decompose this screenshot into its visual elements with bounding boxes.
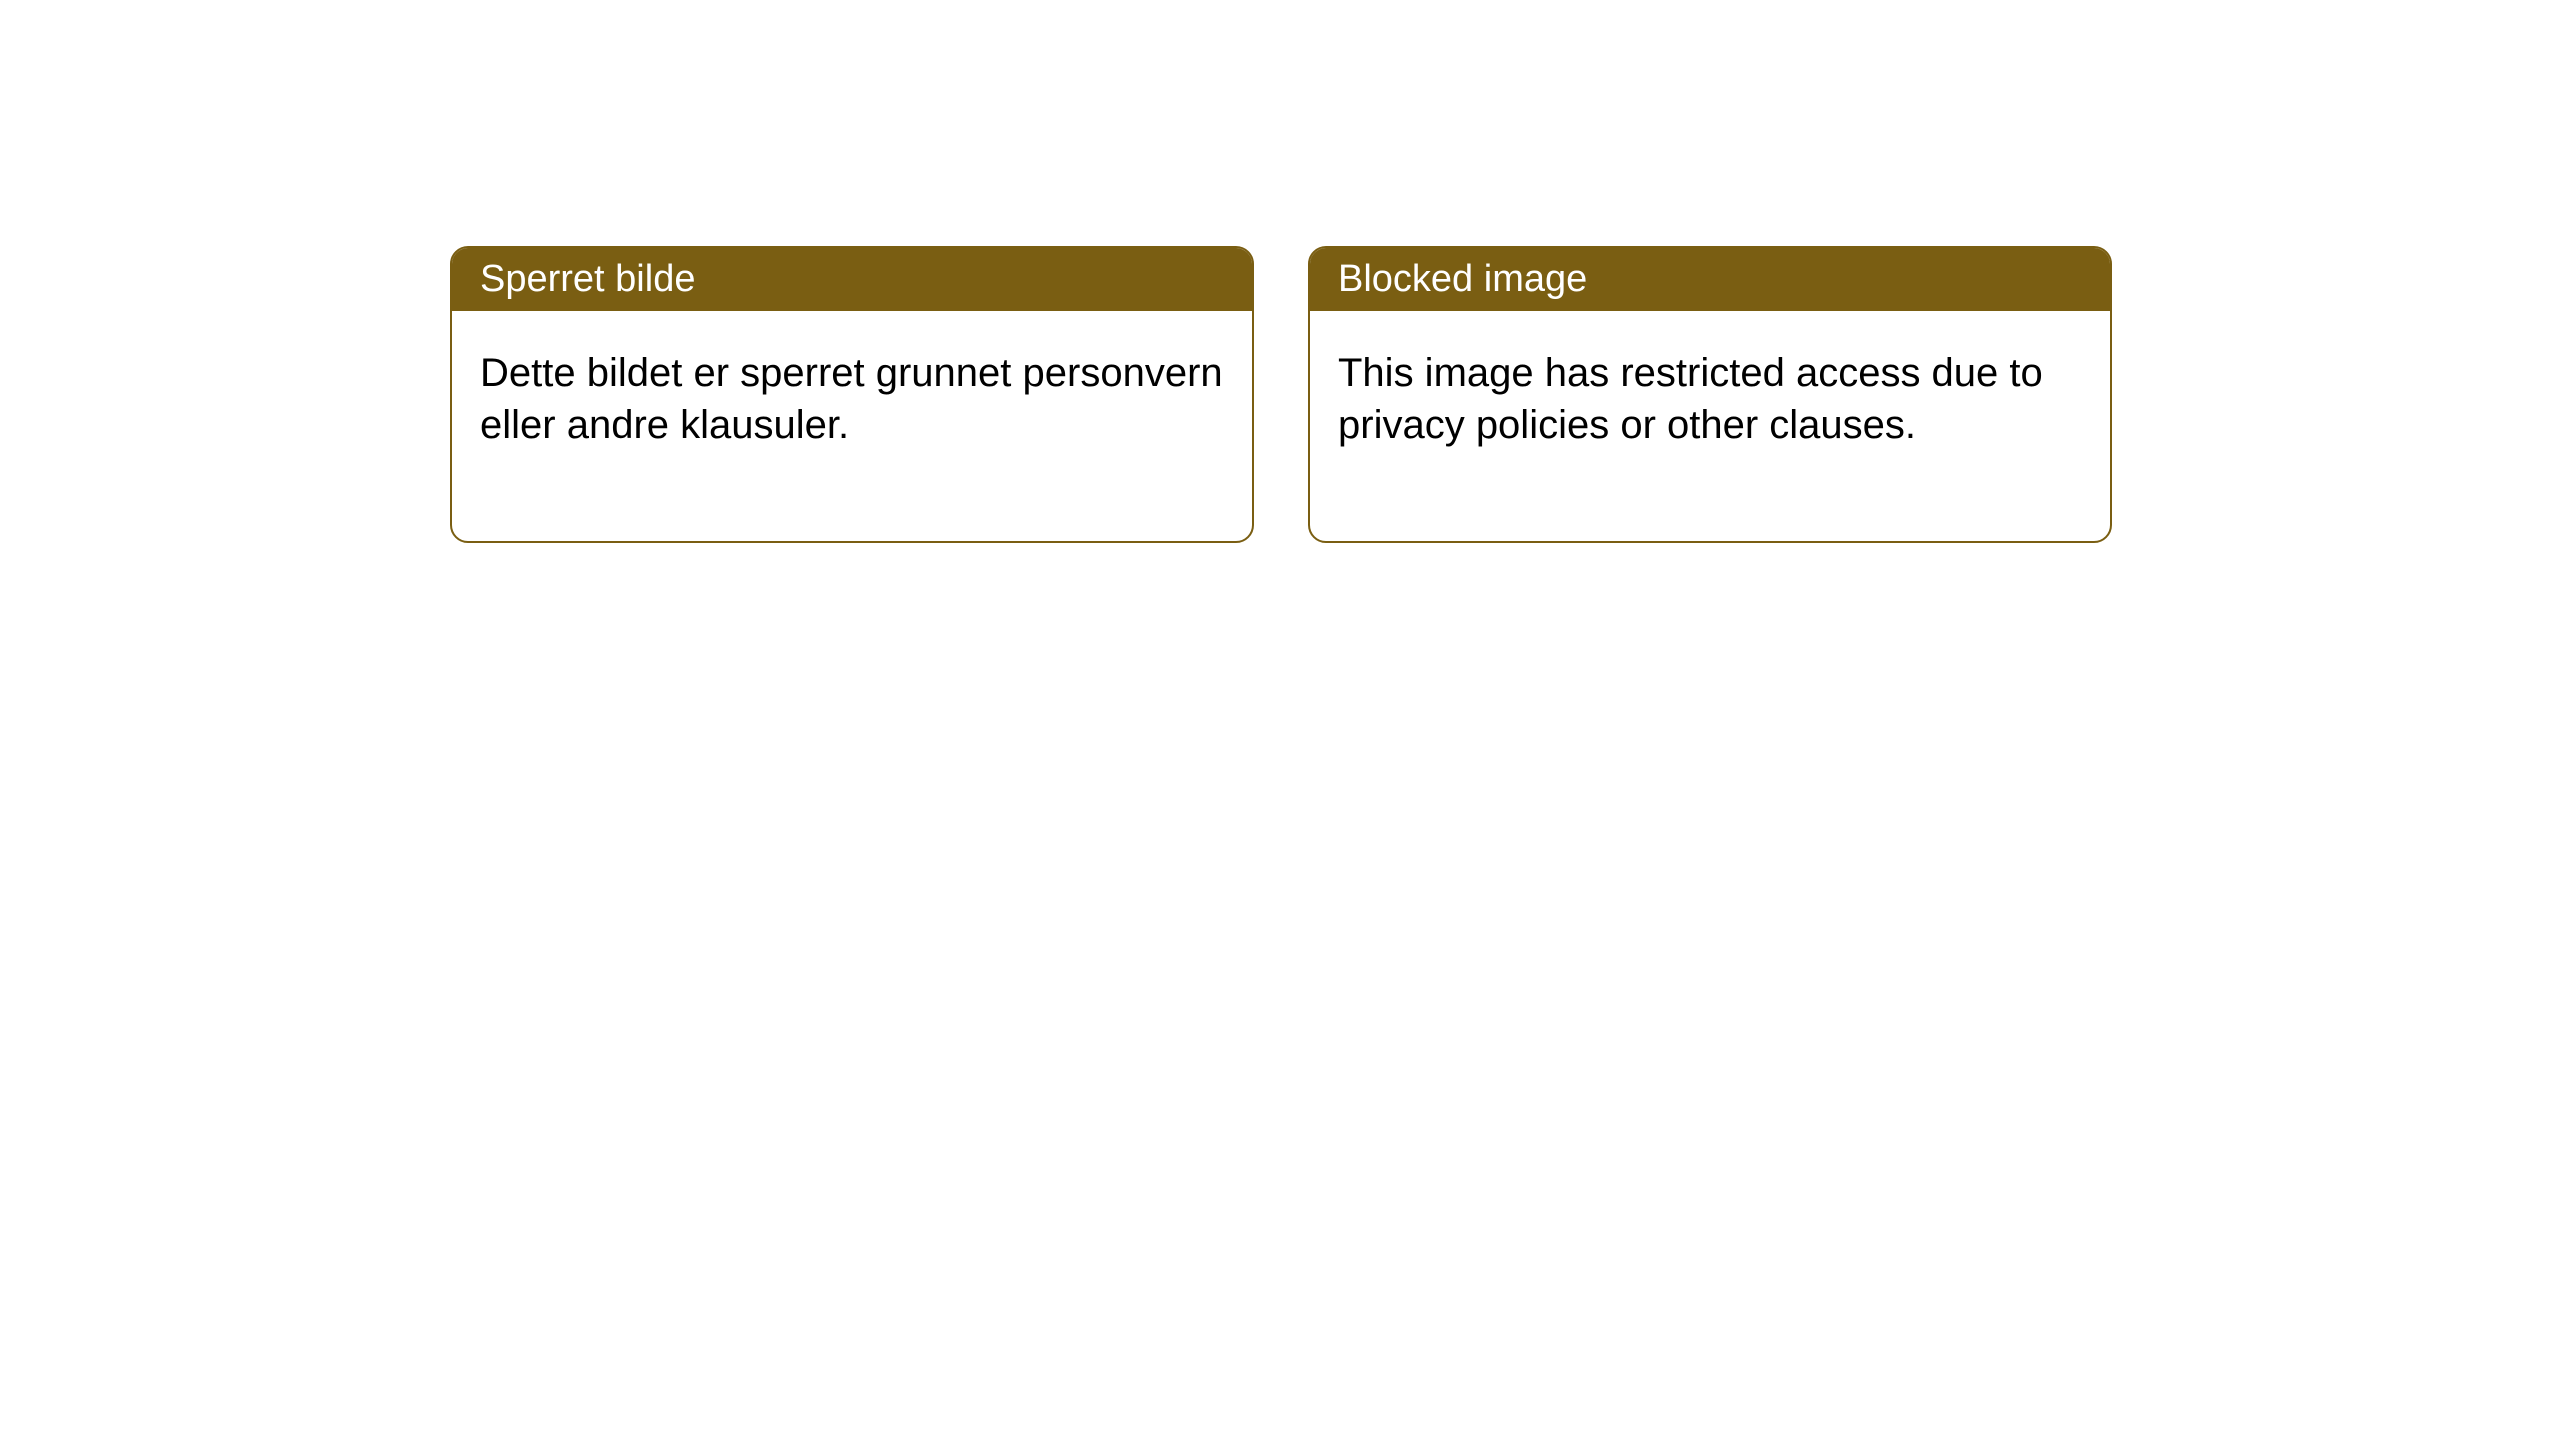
notice-body-norwegian: Dette bildet er sperret grunnet personve… — [452, 311, 1252, 541]
notice-card-english: Blocked image This image has restricted … — [1308, 246, 2112, 543]
notice-card-norwegian: Sperret bilde Dette bildet er sperret gr… — [450, 246, 1254, 543]
notice-header-english: Blocked image — [1310, 248, 2110, 311]
notice-body-english: This image has restricted access due to … — [1310, 311, 2110, 541]
notice-title: Sperret bilde — [480, 258, 695, 300]
notice-message: Dette bildet er sperret grunnet personve… — [480, 351, 1223, 447]
notice-header-norwegian: Sperret bilde — [452, 248, 1252, 311]
notice-container: Sperret bilde Dette bildet er sperret gr… — [0, 0, 2560, 543]
notice-title: Blocked image — [1338, 258, 1587, 300]
notice-message: This image has restricted access due to … — [1338, 351, 2043, 447]
